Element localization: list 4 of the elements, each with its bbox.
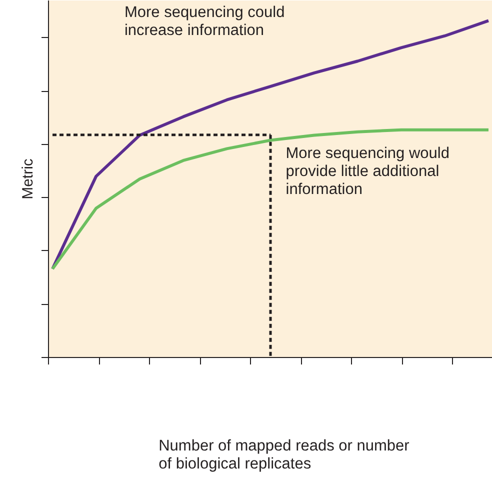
text: More sequencing could increase information [124,4,285,39]
y-axis-title: Metric [20,158,36,200]
text: Number of mapped reads or number of biological replicates [158,438,410,472]
series-label: More sequencing would provide little additional information [286,145,450,198]
